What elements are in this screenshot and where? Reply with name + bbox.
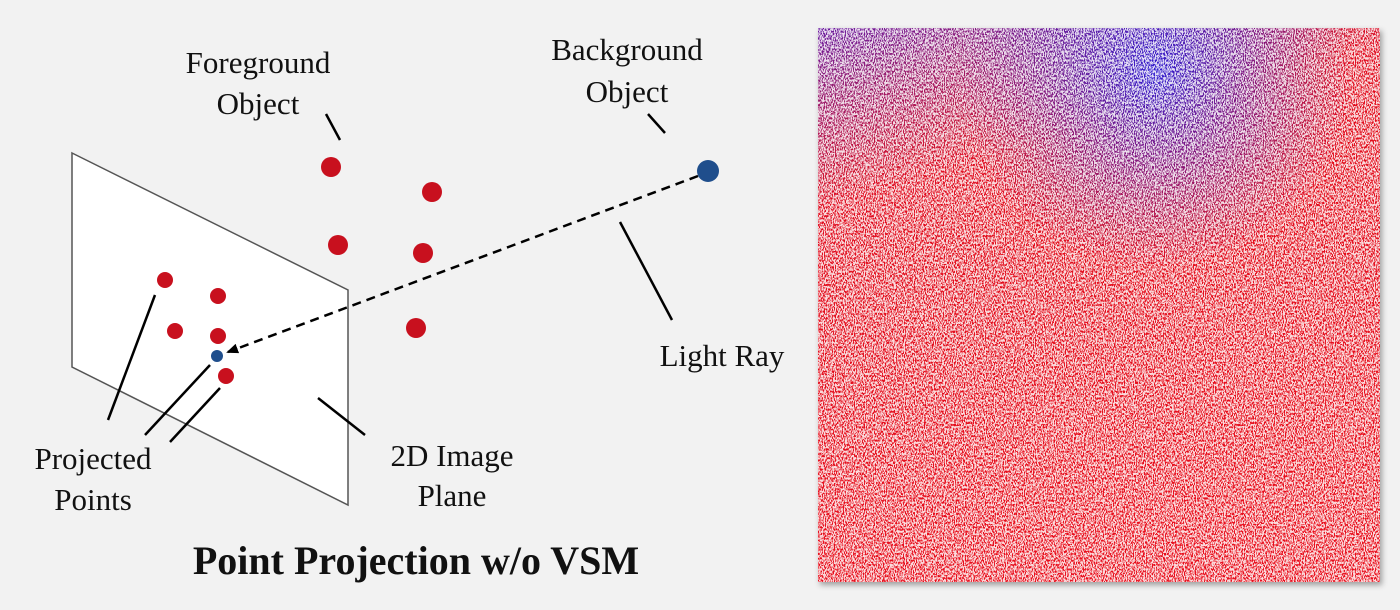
label: Points bbox=[54, 482, 132, 517]
foreground-points bbox=[321, 157, 442, 338]
projection-map bbox=[818, 28, 1380, 582]
label: Plane bbox=[418, 478, 487, 513]
projected-background-point bbox=[211, 350, 223, 362]
label: Object bbox=[586, 74, 669, 109]
label: Light Ray bbox=[660, 338, 785, 373]
label: 2D Image bbox=[390, 438, 513, 473]
title: Point Projection w/o VSM bbox=[193, 538, 639, 583]
image-plane bbox=[71, 151, 349, 507]
label: Object bbox=[217, 86, 300, 121]
label: Projected bbox=[34, 441, 152, 476]
leader-lines bbox=[106, 113, 674, 443]
label: Background bbox=[551, 32, 703, 67]
light-ray bbox=[226, 174, 699, 354]
background-point bbox=[697, 160, 719, 182]
projected-points bbox=[157, 272, 234, 384]
label: Foreground bbox=[186, 45, 331, 80]
